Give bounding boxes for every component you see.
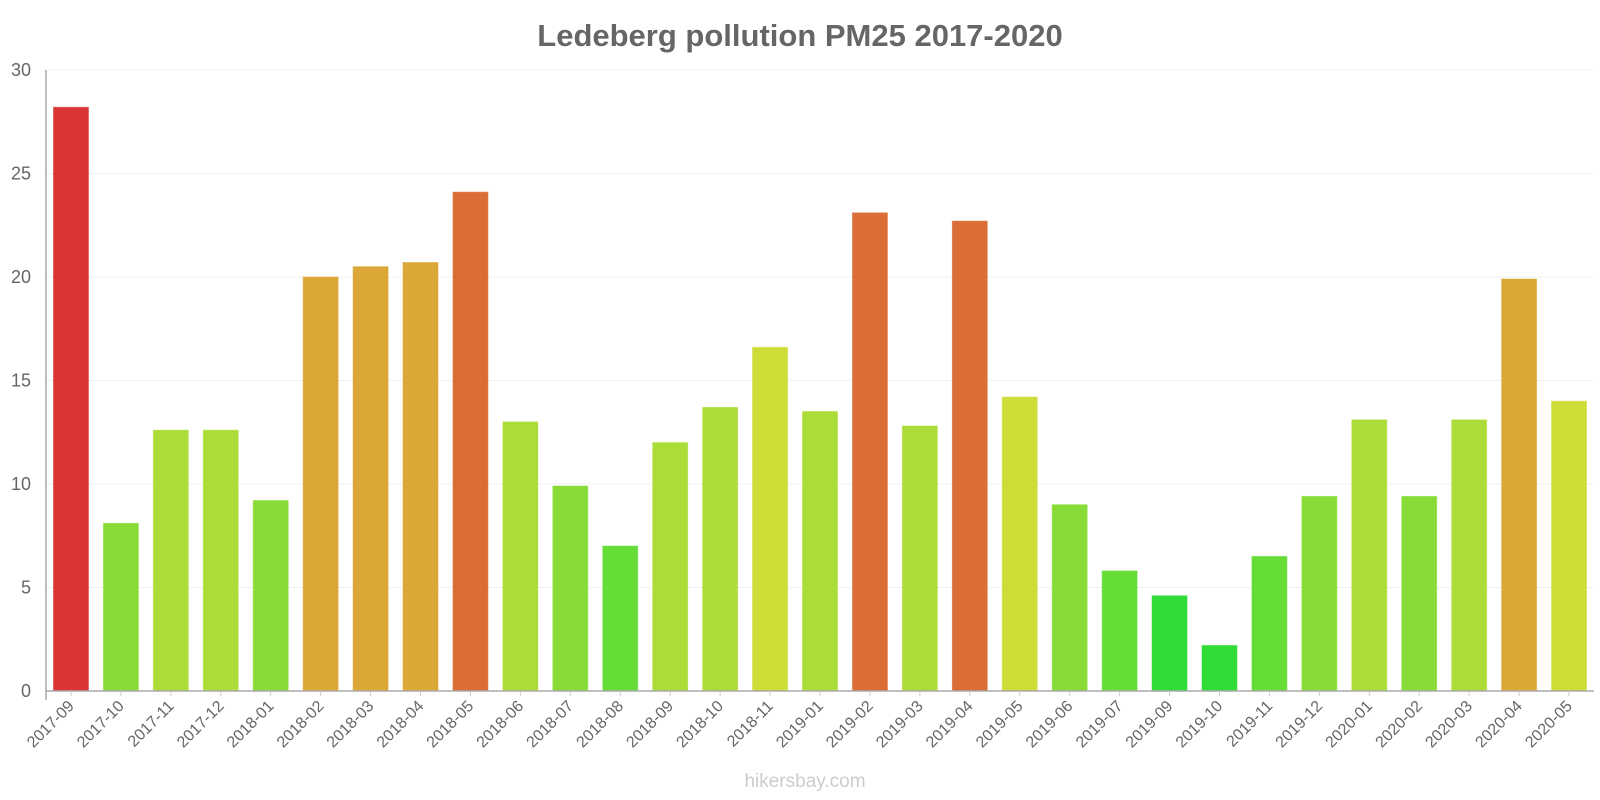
x-tick-label: 2017-12: [174, 698, 228, 752]
y-tick-label: 0: [21, 681, 31, 701]
bar-2019-03[interactable]: [901, 425, 938, 692]
bar-2018-07[interactable]: [552, 485, 589, 692]
bar-2019-02[interactable]: [851, 212, 888, 692]
x-axis-ticks: 2017-092017-102017-112017-122018-012018-…: [24, 691, 1576, 751]
x-tick-label: 2020-04: [1472, 698, 1526, 752]
x-tick-label: 2018-06: [474, 698, 528, 752]
x-tick-label: 2018-11: [724, 698, 777, 751]
bar-2020-03[interactable]: [1451, 419, 1488, 692]
bar-2019-07[interactable]: [1101, 570, 1138, 692]
x-tick-label: 2018-03: [324, 698, 378, 752]
x-tick-label: 2019-10: [1173, 698, 1227, 752]
bar-2018-03[interactable]: [352, 266, 389, 692]
x-tick-label: 2018-05: [424, 698, 478, 752]
x-tick-label: 2020-05: [1522, 698, 1576, 752]
x-tick-label: 2018-02: [274, 698, 328, 752]
bar-2019-10[interactable]: [1201, 644, 1238, 692]
x-tick-label: 2018-08: [574, 698, 628, 752]
bar-2017-09[interactable]: [52, 106, 89, 692]
bar-2020-05[interactable]: [1551, 400, 1588, 692]
x-tick-label: 2017-11: [125, 698, 178, 751]
x-tick-label: 2018-10: [673, 698, 727, 752]
bar-2018-06[interactable]: [502, 421, 539, 692]
x-tick-label: 2019-04: [923, 698, 977, 752]
y-axis-ticks: 0 5 10 15 20 25 30: [11, 60, 31, 701]
y-tick-label: 30: [11, 60, 31, 80]
y-tick-label: 25: [11, 164, 31, 184]
chart-title: Ledeberg pollution PM25 2017-2020: [537, 18, 1062, 53]
bar-2019-12[interactable]: [1301, 495, 1338, 692]
x-tick-label: 2018-09: [623, 698, 677, 752]
bar-2017-10[interactable]: [102, 522, 139, 692]
x-tick-label: 2018-07: [524, 698, 578, 752]
bar-2018-10[interactable]: [702, 406, 739, 692]
bar-2018-08[interactable]: [602, 545, 639, 692]
bar-2018-05[interactable]: [452, 191, 489, 692]
bar-2020-02[interactable]: [1401, 495, 1438, 692]
bar-2017-11[interactable]: [152, 429, 189, 692]
x-tick-label: 2019-02: [823, 698, 877, 752]
y-tick-label: 10: [11, 474, 31, 494]
x-tick-label: 2017-10: [74, 698, 128, 752]
bar-2019-09[interactable]: [1151, 595, 1188, 692]
bar-2019-11[interactable]: [1251, 555, 1288, 692]
x-tick-label: 2019-03: [873, 698, 927, 752]
bar-2018-01[interactable]: [252, 500, 289, 692]
x-tick-label: 2019-01: [773, 698, 827, 752]
bar-2018-09[interactable]: [652, 442, 689, 692]
bar-2018-04[interactable]: [402, 262, 439, 692]
x-tick-label: 2019-07: [1073, 698, 1127, 752]
source-credit: hikersbay.com: [744, 771, 865, 792]
x-tick-label: 2020-02: [1373, 698, 1427, 752]
bar-2019-05[interactable]: [1001, 396, 1038, 692]
y-tick-label: 20: [11, 267, 31, 287]
x-tick-label: 2017-09: [24, 698, 78, 752]
bar-2019-04[interactable]: [951, 220, 988, 692]
bar-2020-01[interactable]: [1351, 419, 1388, 692]
bar-2018-11[interactable]: [752, 346, 789, 692]
bar-2019-06[interactable]: [1051, 504, 1088, 692]
bars: [52, 106, 1588, 692]
x-tick-label: 2019-09: [1123, 698, 1177, 752]
x-tick-label: 2018-04: [374, 698, 428, 752]
y-tick-label: 15: [11, 371, 31, 391]
x-tick-label: 2019-06: [1023, 698, 1077, 752]
bar-2017-12[interactable]: [202, 429, 239, 692]
x-tick-label: 2019-12: [1273, 698, 1327, 752]
bar-2018-02[interactable]: [302, 276, 339, 692]
x-tick-label: 2019-11: [1224, 698, 1277, 751]
x-tick-label: 2020-01: [1323, 698, 1377, 752]
x-tick-label: 2020-03: [1422, 698, 1476, 752]
bar-2020-04[interactable]: [1501, 278, 1538, 692]
bar-2019-01[interactable]: [802, 411, 838, 692]
y-tick-label: 5: [21, 578, 31, 598]
x-tick-label: 2018-01: [224, 698, 278, 752]
x-tick-label: 2019-05: [973, 698, 1027, 752]
